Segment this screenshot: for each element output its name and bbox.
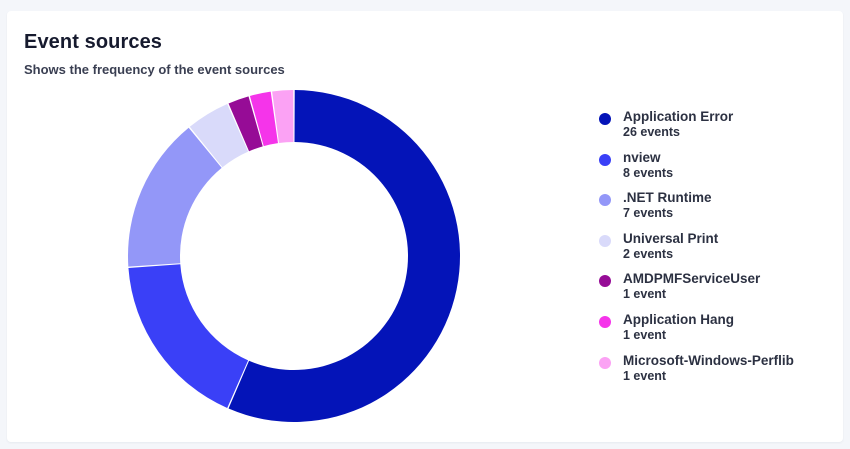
legend-label: Application Hang <box>623 311 734 327</box>
legend-label: Application Error <box>623 109 734 124</box>
legend-item[interactable]: Application Hang 1 event <box>598 311 834 352</box>
donut-slice-4[interactable] <box>228 96 263 152</box>
legend-dot-icon <box>599 315 611 328</box>
legend-count: 26 events <box>623 125 680 139</box>
card-subtitle: Shows the frequency of the event sources <box>24 62 285 77</box>
legend-item[interactable]: Microsoft-Windows-Perflib 1 event <box>598 352 834 393</box>
legend-count: 1 event <box>623 368 667 383</box>
legend-count: 1 event <box>623 287 667 302</box>
card-title: Event sources <box>24 31 163 53</box>
chart-legend: Application Error 26 events nview 8 events.… <box>598 108 834 392</box>
legend-label: AMDPMFServiceUser <box>623 271 761 287</box>
legend-dot-icon <box>599 113 611 125</box>
legend-dot-icon <box>599 153 611 166</box>
donut-slice-6[interactable] <box>272 90 294 143</box>
legend-dot-icon <box>599 234 611 247</box>
legend-item[interactable]: AMDPMFServiceUser 1 event <box>598 270 834 311</box>
legend-item[interactable]: Application Error 26 events <box>598 108 834 149</box>
legend-count: 1 event <box>623 327 667 342</box>
legend-label: nview <box>623 149 661 165</box>
legend-label: .NET Runtime <box>623 190 712 206</box>
donut-slice-3[interactable] <box>189 104 249 168</box>
legend-dot-icon <box>599 275 611 288</box>
legend-count: 2 events <box>623 246 674 261</box>
legend-label: Microsoft-Windows-Perflib <box>623 352 794 368</box>
donut-slice-5[interactable] <box>249 91 278 147</box>
donut-slice-1[interactable] <box>128 264 249 408</box>
legend-label: Universal Print <box>623 230 719 246</box>
legend-count: 7 events <box>623 206 674 221</box>
legend-item[interactable]: Universal Print 2 events <box>598 230 834 271</box>
legend-item[interactable]: nview 8 events <box>598 149 834 190</box>
legend-item[interactable]: .NET Runtime 7 events <box>598 189 834 230</box>
legend-dot-icon <box>599 356 611 369</box>
legend-dot-icon <box>599 194 611 207</box>
legend-count: 8 events <box>623 165 674 180</box>
donut-slice-2[interactable] <box>128 127 222 267</box>
donut-slice-0[interactable] <box>228 90 461 422</box>
